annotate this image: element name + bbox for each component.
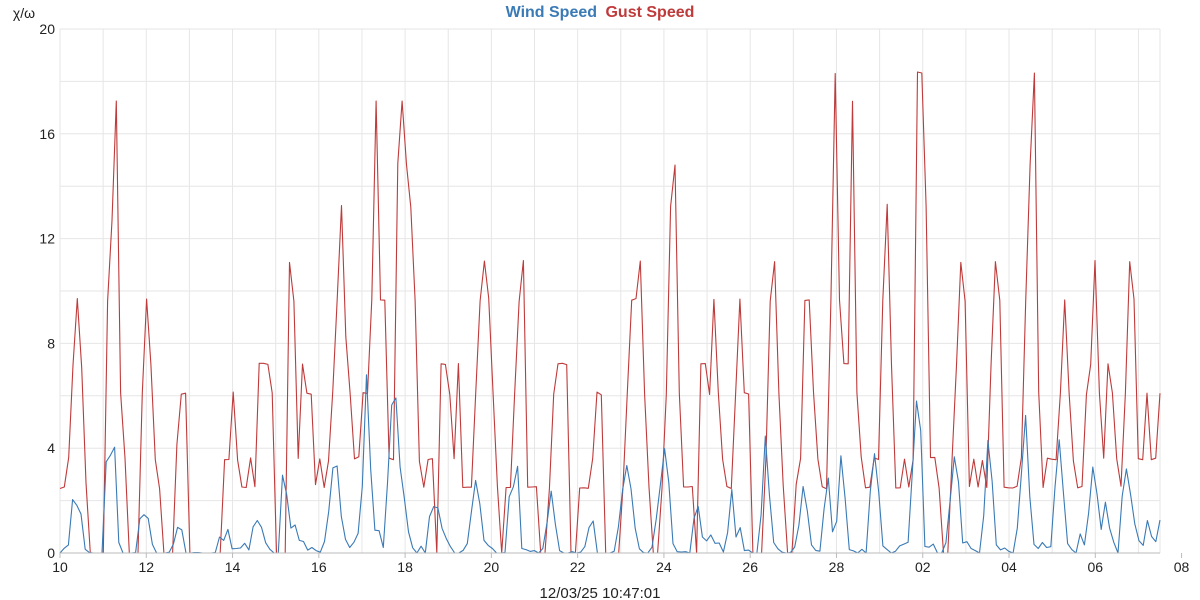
x-tick-label: 04 xyxy=(1001,559,1017,575)
x-axis-ticks: 10121416182022242628020406081012 xyxy=(52,553,1190,575)
x-tick-label: 24 xyxy=(656,559,672,575)
y-tick-label: 20 xyxy=(39,21,55,37)
timestamp-label: 12/03/25 10:47:01 xyxy=(540,585,661,600)
x-tick-label: 10 xyxy=(52,559,68,575)
grid xyxy=(59,28,1161,554)
x-tick-label: 22 xyxy=(570,559,586,575)
x-tick-label: 02 xyxy=(915,559,931,575)
x-tick-label: 18 xyxy=(397,559,413,575)
x-tick-label: 16 xyxy=(311,559,327,575)
y-axis-label: χ/ω xyxy=(13,5,35,21)
x-tick-label: 26 xyxy=(742,559,758,575)
y-axis-ticks: 0 4 8 12 16 20 xyxy=(39,21,55,561)
chart-legend: Wind Speed Gust Speed xyxy=(506,4,695,21)
y-tick-label: 16 xyxy=(39,126,55,142)
x-tick-label: 20 xyxy=(484,559,500,575)
series-lines xyxy=(59,71,1161,554)
gust-speed-line xyxy=(59,71,1161,554)
legend-wind-speed[interactable]: Wind Speed xyxy=(506,4,597,21)
x-tick-label: 08 xyxy=(1174,559,1190,575)
x-tick-label: 28 xyxy=(829,559,845,575)
x-tick-label: 06 xyxy=(1088,559,1104,575)
y-tick-label: 12 xyxy=(39,231,55,247)
wind-speed-line xyxy=(59,374,1161,554)
legend-gust-speed[interactable]: Gust Speed xyxy=(605,4,694,21)
y-tick-label: 4 xyxy=(47,440,55,456)
x-tick-label: 14 xyxy=(225,559,241,575)
x-tick-label: 12 xyxy=(138,559,154,575)
y-tick-label: 0 xyxy=(47,545,55,561)
y-tick-label: 8 xyxy=(47,335,55,351)
